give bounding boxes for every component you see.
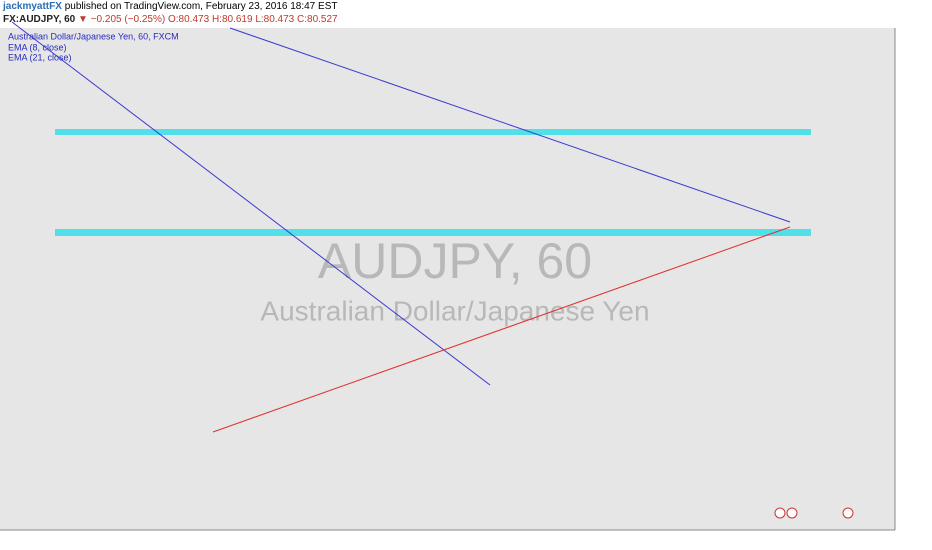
watermark-sub: Australian Dollar/Japanese Yen <box>260 295 649 326</box>
trend-line[interactable] <box>229 27 791 223</box>
ohlc-high: H:80.619 <box>211 14 253 25</box>
trend-line[interactable] <box>212 226 791 433</box>
watermark: AUDJPY, 60 <box>318 233 592 289</box>
trend-line[interactable] <box>11 21 491 386</box>
legend-symbol: Australian Dollar/Japanese Yen, 60, FXCM <box>8 31 179 41</box>
event-icon[interactable] <box>842 507 854 519</box>
ohlc-open: O:80.473 <box>168 14 210 25</box>
legend-entry: EMA (21, close) <box>8 52 72 62</box>
symbol-line: FX:AUDJPY, 60 ▼ −0.205 (−0.25%) O:80.473… <box>3 13 932 26</box>
published: published on TradingView.com, February 2… <box>64 1 338 12</box>
resistance-zone[interactable] <box>55 129 811 135</box>
time-axis <box>0 530 895 550</box>
legend-entry: EMA (8, close) <box>8 42 67 52</box>
event-icon[interactable] <box>774 507 786 519</box>
publish-line: jackmyattFX published on TradingView.com… <box>3 0 932 13</box>
drawings <box>11 21 811 433</box>
support-zone[interactable] <box>55 229 811 236</box>
publisher[interactable]: jackmyattFX <box>3 1 62 12</box>
event-icons[interactable] <box>774 507 854 519</box>
change: ▼ −0.205 (−0.25%) <box>78 14 166 25</box>
plot-background <box>0 28 895 530</box>
symbol: FX:AUDJPY, 60 <box>3 14 76 25</box>
ohlc-low: L:80.473 <box>255 14 295 25</box>
header: jackmyattFX published on TradingView.com… <box>0 0 932 28</box>
event-icon[interactable] <box>786 507 798 519</box>
ohlc-close: C:80.527 <box>297 14 338 25</box>
price-axis <box>895 28 932 550</box>
